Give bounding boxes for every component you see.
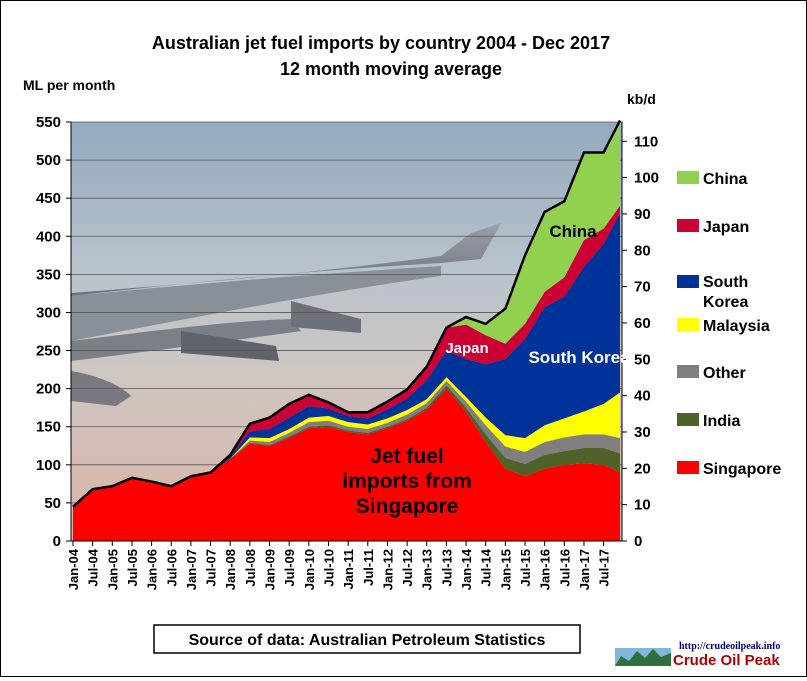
- area-china: [73, 122, 620, 507]
- chart-subtitle: 12 month moving average: [280, 59, 502, 79]
- logo: http://crudeoilpeak.info Crude Oil Peak: [615, 641, 780, 669]
- legend-label-other: Other: [703, 365, 746, 382]
- y-tick-label-right-30: 30: [634, 424, 651, 441]
- y-tick-label-right-0: 0: [634, 533, 642, 550]
- x-tick-label-Jul-07: Jul-07: [204, 549, 219, 587]
- y-tick-label-left-250: 250: [36, 343, 61, 360]
- x-tick-label-Jan-06: Jan-06: [145, 549, 160, 590]
- x-tick-label-Jan-13: Jan-13: [420, 549, 435, 590]
- legend-swatch-south-korea: [677, 275, 699, 288]
- x-tick-label-Jul-12: Jul-12: [400, 549, 415, 587]
- legend-swatch-singapore: [677, 461, 699, 474]
- legend-label-china: China: [703, 171, 748, 188]
- y-tick-label-left-450: 450: [36, 190, 61, 207]
- area-singapore: [73, 388, 620, 541]
- chart-title: Australian jet fuel imports by country 2…: [152, 33, 610, 53]
- y-ticks-left: 0 50 100 150 200 250 300 350 400 450 500 550: [36, 114, 71, 550]
- x-tick-label-Jan-05: Jan-05: [105, 549, 120, 590]
- x-tick-label-Jan-09: Jan-09: [263, 549, 278, 590]
- x-tick-label-Jan-14: Jan-14: [459, 548, 474, 590]
- y-axis-left-label: ML per month: [23, 77, 115, 93]
- y-tick-label-left-100: 100: [36, 457, 61, 474]
- x-tick-label-Jul-17: Jul-17: [597, 549, 612, 587]
- y-tick-label-right-10: 10: [634, 497, 651, 514]
- x-tick-label-Jul-16: Jul-16: [557, 549, 572, 587]
- legend-label-south-korea-1: South: [703, 274, 748, 291]
- legend-label-south-korea-2: Korea: [703, 294, 748, 311]
- legend-swatch-india: [677, 413, 699, 426]
- legend-label-india: India: [703, 413, 740, 430]
- x-tick-label-Jul-10: Jul-10: [321, 549, 336, 587]
- annotation-singapore-3: Singapore: [356, 495, 459, 518]
- annotation-singapore-1: Jet fuel: [370, 445, 444, 468]
- x-tick-label-Jan-07: Jan-07: [184, 549, 199, 590]
- legend-swatch-japan: [677, 219, 699, 232]
- y-tick-label-right-20: 20: [634, 460, 651, 477]
- x-ticks: Jan-04 Jul-04 Jan-05 Jul-05 Jan-06 Jul-06 Jan-…: [66, 541, 612, 590]
- legend-swatch-china: [677, 171, 699, 184]
- x-tick-label-Jan-16: Jan-16: [538, 549, 553, 590]
- logo-name: Crude Oil Peak: [673, 652, 780, 669]
- x-tick-label-Jul-15: Jul-15: [518, 549, 533, 587]
- x-tick-label-Jan-10: Jan-10: [302, 549, 317, 590]
- y-tick-label-right-70: 70: [634, 279, 651, 296]
- source-box: [153, 624, 581, 654]
- x-tick-label-Jul-09: Jul-09: [282, 549, 297, 587]
- x-tick-label-Jul-05: Jul-05: [125, 549, 140, 587]
- annotation-china: China: [549, 222, 597, 241]
- y-tick-label-left-150: 150: [36, 419, 61, 436]
- x-tick-label-Jul-04: Jul-04: [86, 548, 101, 586]
- y-tick-label-right-50: 50: [634, 351, 651, 368]
- y-tick-label-right-40: 40: [634, 388, 651, 405]
- y-tick-label-left-0: 0: [53, 533, 61, 550]
- y-tick-label-right-60: 60: [634, 315, 651, 332]
- y-tick-label-right-110: 110: [634, 133, 658, 150]
- x-tick-label-Jan-17: Jan-17: [577, 549, 592, 590]
- y-tick-label-left-200: 200: [36, 381, 61, 398]
- annotation-japan: Japan: [445, 340, 488, 357]
- x-tick-label-Jul-08: Jul-08: [243, 549, 258, 587]
- y-tick-label-right-80: 80: [634, 242, 651, 259]
- y-tick-label-right-90: 90: [634, 206, 651, 223]
- y-tick-label-left-350: 350: [36, 266, 61, 283]
- area-south-korea: [73, 213, 620, 507]
- x-tick-label-Jan-04: Jan-04: [66, 548, 81, 590]
- logo-url: http://crudeoilpeak.info: [679, 641, 780, 652]
- y-axis-right-label: kb/d: [627, 91, 656, 107]
- annotation-singapore-2: imports from: [342, 470, 472, 493]
- y-tick-label-left-50: 50: [44, 495, 61, 512]
- y-tick-label-right-100: 100: [634, 170, 659, 187]
- y-tick-label-left-550: 550: [36, 114, 61, 131]
- legend-label-japan: Japan: [703, 219, 749, 236]
- x-tick-label-Jul-11: Jul-11: [361, 549, 376, 586]
- x-tick-label-Jul-13: Jul-13: [439, 549, 454, 587]
- y-tick-label-left-300: 300: [36, 304, 61, 321]
- stacked-areas: [73, 122, 620, 541]
- y-tick-label-left-400: 400: [36, 228, 61, 245]
- x-tick-label-Jul-06: Jul-06: [164, 549, 179, 587]
- area-malaysia: [73, 377, 620, 507]
- x-tick-label-Jan-11: Jan-11: [341, 549, 356, 589]
- x-tick-label-Jul-14: Jul-14: [479, 548, 494, 586]
- legend-label-malaysia: Malaysia: [703, 318, 770, 335]
- total-imports-line: [72, 119, 622, 508]
- legend-label-singapore: Singapore: [703, 461, 781, 478]
- y-ticks-right: 0 10 20 30 40 50 60 70 80 90 100 110: [622, 133, 659, 550]
- x-tick-label-Jan-12: Jan-12: [380, 549, 395, 590]
- annotation-south-korea: South Korea: [528, 348, 630, 367]
- y-tick-label-left-500: 500: [36, 152, 61, 169]
- source-text: Source of data: Australian Petroleum Sta…: [189, 632, 546, 649]
- x-tick-label-Jan-08: Jan-08: [223, 549, 238, 590]
- x-tick-label-Jan-15: Jan-15: [498, 549, 513, 590]
- legend-swatch-malaysia: [677, 318, 699, 331]
- legend-swatch-other: [677, 365, 699, 378]
- legend: China Japan South Korea Malaysia Other India Si…: [677, 171, 781, 478]
